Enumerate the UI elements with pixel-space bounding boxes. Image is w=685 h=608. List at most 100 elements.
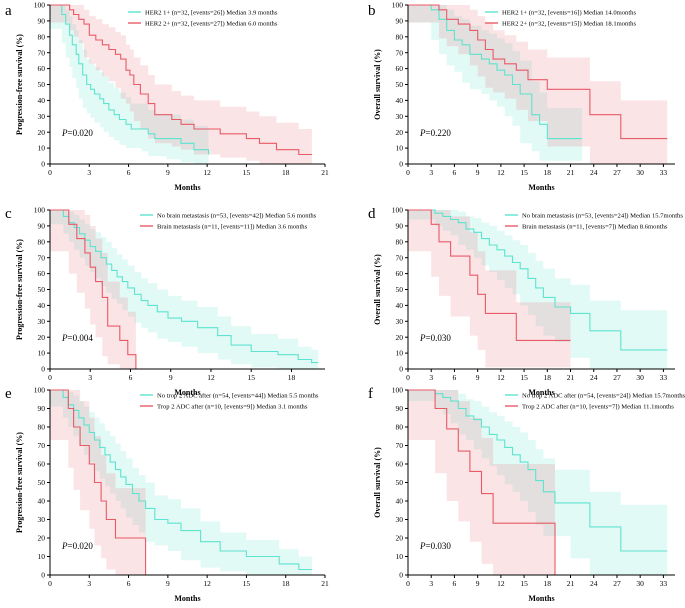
x-tick-label-d-0: 0	[406, 373, 410, 382]
y-tick-label-f-90: 90	[396, 404, 404, 413]
x-tick-label-a-21: 21	[321, 168, 329, 177]
p-value-b: P=0.220	[419, 128, 451, 138]
km-curve-a-2	[50, 4, 312, 156]
x-tick-label-a-18: 18	[282, 168, 290, 177]
ci-band-c-2	[50, 210, 136, 369]
x-tick-label-f-30: 30	[636, 579, 644, 588]
y-tick-label-b-80: 80	[396, 32, 404, 41]
y-tick-label-c-60: 60	[38, 269, 46, 278]
x-tick-label-b-30: 30	[636, 168, 644, 177]
y-tick-label-a-20: 20	[38, 128, 46, 137]
y-tick-label-d-50: 50	[396, 285, 404, 294]
x-tick-label-d-9: 9	[476, 373, 480, 382]
x-tick-label-c-12: 12	[207, 373, 215, 382]
y-tick-label-d-10: 10	[396, 349, 404, 358]
km-curve-d-2	[408, 209, 571, 341]
x-tick-label-f-9: 9	[476, 579, 480, 588]
x-tick-label-e-15: 15	[243, 579, 251, 588]
km-panel-e: 0 10 20 30 40 50 60 70 80 90 100 0 3 6 9 12 15 18 21 Months…	[5, 386, 329, 603]
y-tick-label-f-50: 50	[396, 478, 404, 487]
y-tick-label-e-40: 40	[38, 497, 46, 506]
x-axis-title-f: Months	[528, 594, 554, 603]
y-tick-label-b-90: 90	[396, 17, 404, 26]
x-tick-label-c-15: 15	[247, 373, 255, 382]
ci-band-c-1	[50, 210, 319, 369]
legend-label-b-1: HER2 1+ (n=32, [events=16]) Median 14.0m…	[502, 9, 636, 16]
x-tick-label-d-27: 27	[613, 373, 621, 382]
x-tick-label-a-12: 12	[203, 168, 211, 177]
y-tick-label-b-30: 30	[396, 112, 404, 121]
x-tick-label-f-24: 24	[590, 579, 598, 588]
legend-label-f-1: No trop 2 ADC after (n=54, [events=24]) …	[522, 392, 685, 399]
x-axis-title-a: Months	[174, 183, 200, 192]
y-tick-label-f-40: 40	[396, 497, 404, 506]
y-tick-label-f-10: 10	[396, 552, 404, 561]
x-tick-label-d-12: 12	[497, 373, 505, 382]
y-tick-label-b-100: 100	[392, 1, 404, 10]
y-tick-label-d-70: 70	[396, 253, 404, 262]
p-value-a: P=0.020	[61, 128, 93, 138]
x-axis-title-b: Months	[528, 183, 554, 192]
x-tick-label-a-3: 3	[87, 168, 91, 177]
y-tick-label-d-20: 20	[396, 333, 404, 342]
y-tick-label-e-70: 70	[38, 441, 46, 450]
x-tick-label-a-9: 9	[166, 168, 170, 177]
y-tick-label-a-100: 100	[34, 1, 46, 10]
x-tick-label-a-0: 0	[48, 168, 52, 177]
x-axis-title-e: Months	[174, 594, 200, 603]
y-tick-label-b-40: 40	[396, 96, 404, 105]
y-tick-label-c-10: 10	[38, 349, 46, 358]
x-tick-label-e-12: 12	[203, 579, 211, 588]
y-tick-label-c-50: 50	[38, 285, 46, 294]
x-tick-label-c-0: 0	[48, 373, 52, 382]
y-tick-label-b-0: 0	[399, 160, 403, 169]
x-tick-label-d-15: 15	[520, 373, 528, 382]
y-tick-label-a-70: 70	[38, 48, 46, 57]
x-axis-title-c: Months	[174, 388, 200, 397]
y-tick-label-e-10: 10	[38, 552, 46, 561]
y-tick-label-c-80: 80	[38, 237, 46, 246]
x-tick-label-d-21: 21	[567, 373, 575, 382]
y-axis-title-b: Overall survival (%)	[373, 49, 382, 120]
y-tick-label-c-0: 0	[41, 365, 45, 374]
y-tick-label-d-100: 100	[392, 206, 404, 215]
x-tick-label-f-3: 3	[429, 579, 433, 588]
km-panel-f: 0 10 20 30 40 50 60 70 80 90 100 0 3 6 9 12 15 18 21 24 27 30…	[368, 386, 685, 603]
panel-letter-f: f	[368, 386, 373, 402]
panel-letter-b: b	[368, 3, 376, 19]
y-tick-label-a-40: 40	[38, 96, 46, 105]
x-tick-label-d-30: 30	[636, 373, 644, 382]
x-tick-label-b-15: 15	[520, 168, 528, 177]
x-axis-title-d: Months	[528, 388, 554, 397]
x-tick-label-b-0: 0	[406, 168, 410, 177]
y-tick-label-d-90: 90	[396, 222, 404, 231]
x-tick-label-b-9: 9	[476, 168, 480, 177]
y-tick-label-e-30: 30	[38, 515, 46, 524]
y-tick-label-b-60: 60	[396, 64, 404, 73]
x-tick-label-e-21: 21	[321, 579, 329, 588]
y-tick-label-c-70: 70	[38, 253, 46, 262]
x-tick-label-e-3: 3	[87, 579, 91, 588]
km-curve-b-1	[408, 4, 583, 140]
legend-label-f-2: Trop 2 ADC after (n=10, [events=7]) Medi…	[522, 403, 674, 410]
y-tick-label-c-40: 40	[38, 301, 46, 310]
x-tick-label-e-9: 9	[166, 579, 170, 588]
y-axis-title-c: Progression-free survival (%)	[15, 239, 24, 340]
km-curve-d-1	[408, 209, 668, 351]
y-axis-title-f: Overall survival (%)	[373, 447, 382, 518]
x-tick-label-d-24: 24	[590, 373, 598, 382]
x-tick-label-f-27: 27	[613, 579, 621, 588]
y-tick-label-c-100: 100	[34, 206, 46, 215]
x-tick-label-a-15: 15	[243, 168, 251, 177]
y-tick-label-f-60: 60	[396, 460, 404, 469]
y-tick-label-e-80: 80	[38, 423, 46, 432]
legend-label-a-1: HER2 1+ (n=32, [events=26]) Median 3.9 m…	[145, 9, 278, 16]
x-tick-label-b-24: 24	[590, 168, 598, 177]
y-tick-label-a-0: 0	[41, 160, 45, 169]
legend-label-e-2: Trop 2 ADC after (n=10, [events=9]) Medi…	[157, 403, 308, 410]
y-tick-label-c-30: 30	[38, 317, 46, 326]
x-tick-label-f-6: 6	[453, 579, 457, 588]
x-tick-label-f-15: 15	[520, 579, 528, 588]
